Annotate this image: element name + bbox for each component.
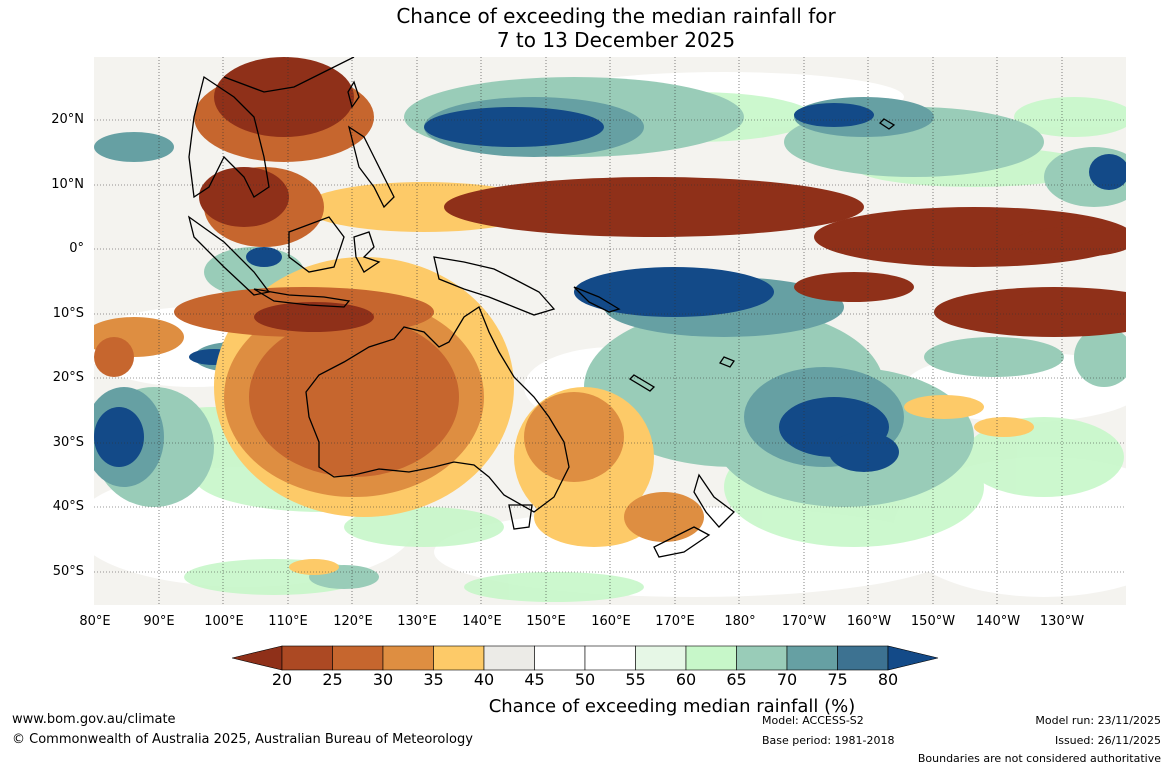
footer-disclaimer: Boundaries are not considered authoritat… bbox=[917, 752, 1161, 765]
colorbar-bin bbox=[786, 645, 838, 671]
colorbar-bin bbox=[736, 645, 788, 671]
china-coastline bbox=[223, 57, 355, 93]
lon-label-90e: 90°E bbox=[143, 614, 175, 629]
dry-bands bbox=[199, 57, 1126, 337]
colorbar-tick-label: 25 bbox=[322, 670, 343, 689]
new-guinea-coastline bbox=[433, 256, 556, 316]
new-zealand-north-coastline bbox=[693, 473, 735, 528]
colorbar-bin bbox=[635, 645, 687, 671]
colorbar-bin bbox=[483, 645, 535, 671]
map-title-line2: 7 to 13 December 2025 bbox=[496, 28, 736, 52]
colorbar-tick-label: 75 bbox=[827, 670, 848, 689]
lon-label-170w: 170°W bbox=[781, 614, 827, 629]
lat-label-20n: 20°N bbox=[51, 112, 84, 127]
footer-model-run: Model run: 23/11/2025 bbox=[1035, 714, 1161, 727]
colorbar-tick-label: 45 bbox=[524, 670, 545, 689]
lon-label-120e: 120°E bbox=[333, 614, 373, 629]
colorbar-bin bbox=[837, 645, 889, 671]
lon-label-150e: 150°E bbox=[526, 614, 566, 629]
colorbar-cap-low bbox=[231, 645, 283, 671]
colorbar-tick-label: 65 bbox=[726, 670, 747, 689]
new-zealand-south-coastline bbox=[653, 526, 711, 558]
java-coastline bbox=[253, 288, 351, 308]
lat-label-50s: 50°S bbox=[52, 564, 84, 579]
tasmania-coastline bbox=[508, 504, 533, 530]
colorbar-label: Chance of exceeding median rainfall (%) bbox=[488, 696, 856, 717]
lon-label-160w: 160°W bbox=[846, 614, 892, 629]
graticule bbox=[94, 57, 1126, 605]
lat-label-40s: 40°S bbox=[52, 499, 84, 514]
footer-issued: Issued: 26/11/2025 bbox=[1054, 734, 1161, 747]
lat-label-0: 0° bbox=[69, 241, 84, 256]
lon-label-150w: 150°W bbox=[910, 614, 956, 629]
colorbar bbox=[231, 645, 940, 675]
footer-model: Model: ACCESS-S2 bbox=[762, 714, 864, 727]
lon-label-130e: 130°E bbox=[397, 614, 437, 629]
colorbar-tick-label: 60 bbox=[675, 670, 697, 689]
colorbar-tick-label: 55 bbox=[625, 670, 646, 689]
colorbar-tick-label: 30 bbox=[372, 670, 394, 689]
colorbar-bin bbox=[685, 645, 737, 671]
new-caledonia-coastline bbox=[628, 374, 656, 392]
lon-label-80e: 80°E bbox=[79, 614, 111, 629]
map-title-line1: Chance of exceeding the median rainfall … bbox=[396, 4, 836, 28]
lon-label-130w: 130°W bbox=[1039, 614, 1085, 629]
rainfall-map bbox=[94, 57, 1126, 605]
colorbar-bin bbox=[534, 645, 586, 671]
lon-label-110e: 110°E bbox=[268, 614, 308, 629]
colorbar-tick-label: 20 bbox=[271, 670, 293, 689]
lon-label-170e: 170°E bbox=[655, 614, 695, 629]
footer-url[interactable]: www.bom.gov.au/climate bbox=[12, 712, 176, 727]
fiji-coastline bbox=[719, 356, 735, 368]
colorbar-tick-label: 70 bbox=[776, 670, 798, 689]
coastlines bbox=[187, 57, 896, 558]
sulawesi-coastline bbox=[353, 231, 381, 273]
lat-label-10n: 10°N bbox=[51, 177, 84, 192]
taiwan-coastline bbox=[347, 80, 360, 109]
colorbar-bin bbox=[584, 645, 636, 671]
colorbar-bin bbox=[382, 645, 434, 671]
colorbar-tick-label: 50 bbox=[574, 670, 596, 689]
colorbar-bin bbox=[332, 645, 384, 671]
lon-label-140e: 140°E bbox=[462, 614, 502, 629]
lon-label-160e: 160°E bbox=[591, 614, 631, 629]
lat-label-20s: 20°S bbox=[52, 370, 84, 385]
lat-label-30s: 30°S bbox=[52, 435, 84, 450]
map-title: Chance of exceeding the median rainfall … bbox=[0, 4, 1173, 52]
hawaii-coastline bbox=[878, 118, 896, 130]
colorbar-bin bbox=[433, 645, 485, 671]
philippines-coastline bbox=[347, 125, 395, 209]
colorbar-tick-label: 40 bbox=[473, 670, 495, 689]
rainfall-map-canvas bbox=[94, 57, 1126, 605]
lon-label-140w: 140°W bbox=[975, 614, 1021, 629]
colorbar-cap-high bbox=[887, 645, 939, 671]
colorbar-tick-label: 35 bbox=[423, 670, 444, 689]
australia-coastline bbox=[305, 306, 570, 513]
colorbar-swatches bbox=[231, 645, 939, 671]
lon-label-100e: 100°E bbox=[204, 614, 244, 629]
borneo-coastline bbox=[288, 216, 345, 273]
indochina-coastline bbox=[188, 75, 270, 199]
footer-copyright: © Commonwealth of Australia 2025, Austra… bbox=[12, 732, 473, 747]
lat-label-10s: 10°S bbox=[52, 306, 84, 321]
footer-base-period: Base period: 1981-2018 bbox=[762, 734, 895, 747]
colorbar-tick-label: 80 bbox=[877, 670, 899, 689]
colorbar-bin bbox=[281, 645, 333, 671]
lon-label-180: 180° bbox=[724, 614, 756, 629]
solomon-islands-coastline bbox=[573, 286, 621, 313]
